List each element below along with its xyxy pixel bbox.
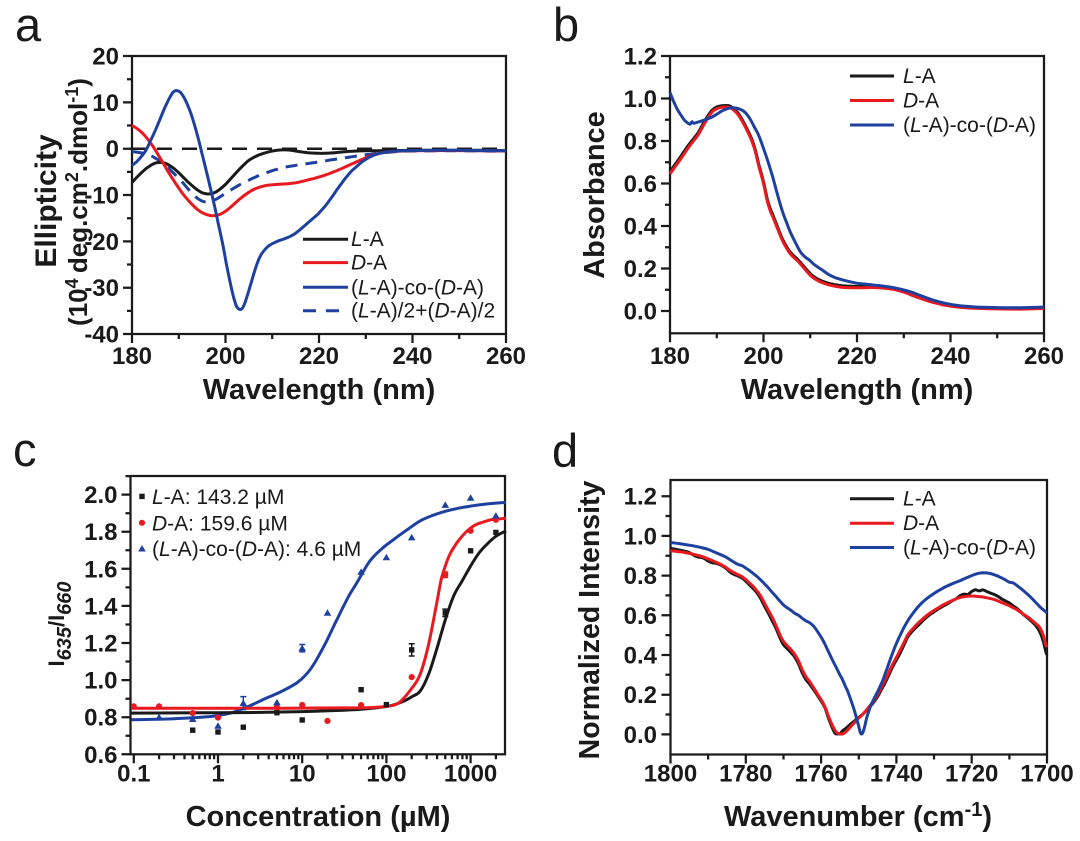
svg-text:0.8: 0.8: [624, 129, 657, 156]
svg-text:d: d: [552, 424, 578, 477]
svg-text:1.0: 1.0: [84, 668, 117, 695]
svg-text:1780: 1780: [719, 761, 772, 788]
svg-text:10: 10: [289, 761, 316, 788]
svg-text:0.4: 0.4: [624, 214, 658, 241]
svg-text:L-A: L-A: [903, 65, 936, 88]
svg-text:1000: 1000: [444, 761, 497, 788]
svg-text:Wavenumber (cm-1): Wavenumber (cm-1): [724, 799, 992, 833]
svg-text:1.8: 1.8: [84, 519, 117, 546]
svg-text:0.6: 0.6: [84, 742, 117, 769]
svg-text:0.0: 0.0: [624, 722, 657, 749]
svg-text:D-A: D-A: [351, 252, 387, 275]
svg-text:c: c: [13, 423, 37, 476]
svg-text:1720: 1720: [945, 761, 998, 788]
svg-text:20: 20: [92, 44, 119, 71]
svg-text:(L-A)-co-(D-A): (L-A)-co-(D-A): [351, 276, 484, 299]
svg-text:L-A: L-A: [903, 488, 936, 511]
svg-text:-40: -40: [84, 322, 119, 349]
svg-text:220: 220: [299, 343, 339, 370]
svg-text:L-A: L-A: [351, 228, 384, 251]
svg-text:1.0: 1.0: [624, 86, 657, 113]
svg-text:1.6: 1.6: [84, 556, 117, 583]
svg-text:0.2: 0.2: [624, 256, 657, 283]
svg-text:0: 0: [106, 136, 119, 163]
svg-text:0.0: 0.0: [624, 299, 657, 326]
svg-text:1.2: 1.2: [624, 484, 657, 511]
svg-text:D-A: D-A: [903, 512, 939, 535]
svg-text:1.2: 1.2: [624, 44, 657, 71]
svg-text:Concentration (µM): Concentration (µM): [186, 801, 451, 833]
svg-text:I635/I660: I635/I660: [44, 581, 76, 666]
svg-text:-20: -20: [84, 229, 119, 256]
svg-text:0.6: 0.6: [624, 603, 657, 630]
svg-text:180: 180: [112, 343, 152, 370]
svg-text:220: 220: [837, 343, 877, 370]
svg-text:D-A: 159.6 µM: D-A: 159.6 µM: [152, 512, 288, 535]
svg-text:0.8: 0.8: [84, 705, 117, 732]
svg-text:0.8: 0.8: [624, 563, 657, 590]
svg-text:b: b: [553, 0, 579, 51]
svg-text:D-A: D-A: [903, 90, 939, 113]
svg-text:1.2: 1.2: [84, 631, 117, 658]
svg-text:0.2: 0.2: [624, 682, 657, 709]
svg-text:1700: 1700: [1020, 761, 1073, 788]
svg-text:200: 200: [743, 343, 783, 370]
svg-text:-10: -10: [84, 183, 119, 210]
svg-text:(104 deg.cm2.dmol-1): (104 deg.cm2.dmol-1): [62, 78, 93, 326]
svg-text:1740: 1740: [870, 761, 923, 788]
svg-text:260: 260: [1024, 343, 1064, 370]
svg-text:Absorbance: Absorbance: [579, 111, 611, 279]
svg-text:240: 240: [930, 343, 970, 370]
svg-text:Normalized Intensity: Normalized Intensity: [574, 480, 606, 759]
svg-text:240: 240: [392, 343, 432, 370]
svg-text:1760: 1760: [794, 761, 847, 788]
svg-text:180: 180: [650, 343, 690, 370]
svg-text:(L-A)/2+(D-A)/2: (L-A)/2+(D-A)/2: [351, 300, 495, 323]
svg-text:0.1: 0.1: [117, 761, 150, 788]
svg-text:0.6: 0.6: [624, 171, 657, 198]
svg-text:100: 100: [366, 761, 406, 788]
svg-text:1.4: 1.4: [84, 593, 118, 620]
svg-text:2.0: 2.0: [84, 482, 117, 509]
svg-text:10: 10: [92, 90, 119, 117]
svg-text:-30: -30: [84, 275, 119, 302]
svg-text:1800: 1800: [644, 761, 697, 788]
svg-text:Ellipticity: Ellipticity: [30, 134, 63, 268]
svg-text:a: a: [15, 0, 42, 51]
svg-text:200: 200: [205, 343, 245, 370]
svg-text:Wavelength (nm): Wavelength (nm): [741, 374, 974, 406]
svg-text:L-A: 143.2 µM: L-A: 143.2 µM: [152, 486, 284, 509]
svg-text:260: 260: [486, 343, 526, 370]
svg-text:0.4: 0.4: [624, 643, 658, 670]
svg-text:1: 1: [211, 761, 224, 788]
svg-text:1.0: 1.0: [624, 523, 657, 550]
svg-text:(L-A)-co-(D-A): (L-A)-co-(D-A): [903, 537, 1036, 560]
svg-text:(L-A)-co-(D-A): 4.6 µM: (L-A)-co-(D-A): 4.6 µM: [152, 538, 361, 561]
svg-text:(L-A)-co-(D-A): (L-A)-co-(D-A): [903, 114, 1036, 137]
svg-text:Wavelength (nm): Wavelength (nm): [203, 374, 436, 406]
